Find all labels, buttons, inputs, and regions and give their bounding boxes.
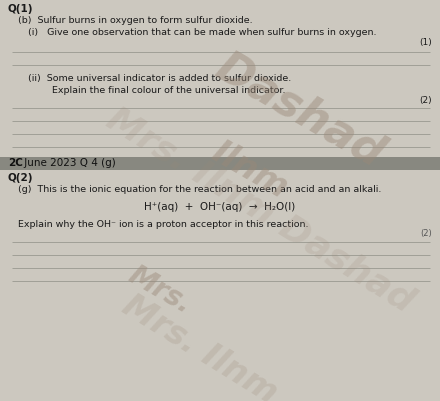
Text: (ii)  Some universal indicator is added to sulfur dioxide.: (ii) Some universal indicator is added t… [28,74,291,83]
Text: (1): (1) [419,38,432,47]
Text: Explain the final colour of the universal indicator.: Explain the final colour of the universa… [28,86,286,95]
Text: H⁺(aq)  +  OH⁻(aq)  →  H₂O(l): H⁺(aq) + OH⁻(aq) → H₂O(l) [144,202,296,212]
Text: June 2023 Q 4 (g): June 2023 Q 4 (g) [21,158,116,168]
Text: Ilnm: Ilnm [206,135,294,205]
Text: (2): (2) [419,96,432,105]
Text: Mrs.: Mrs. [124,261,197,319]
Text: (2): (2) [420,229,432,238]
Text: 2C: 2C [8,158,23,168]
Text: (b)  Sulfur burns in oxygen to form sulfur dioxide.: (b) Sulfur burns in oxygen to form sulfu… [18,16,253,25]
Text: Mrs. Ilnm: Mrs. Ilnm [117,289,283,401]
Text: Q(1): Q(1) [8,4,33,14]
Text: Mrs. Ilnm Dashad: Mrs. Ilnm Dashad [100,101,420,319]
Text: (i)   Give one observation that can be made when sulfur burns in oxygen.: (i) Give one observation that can be mad… [28,28,377,37]
Bar [0,157,440,170]
Text: Q(2): Q(2) [8,173,33,183]
Text: (g)  This is the ionic equation for the reaction between an acid and an alkali.: (g) This is the ionic equation for the r… [18,185,381,194]
Text: Dashad: Dashad [208,45,392,175]
Text: Explain why the OH⁻ ion is a proton acceptor in this reaction.: Explain why the OH⁻ ion is a proton acce… [18,220,308,229]
